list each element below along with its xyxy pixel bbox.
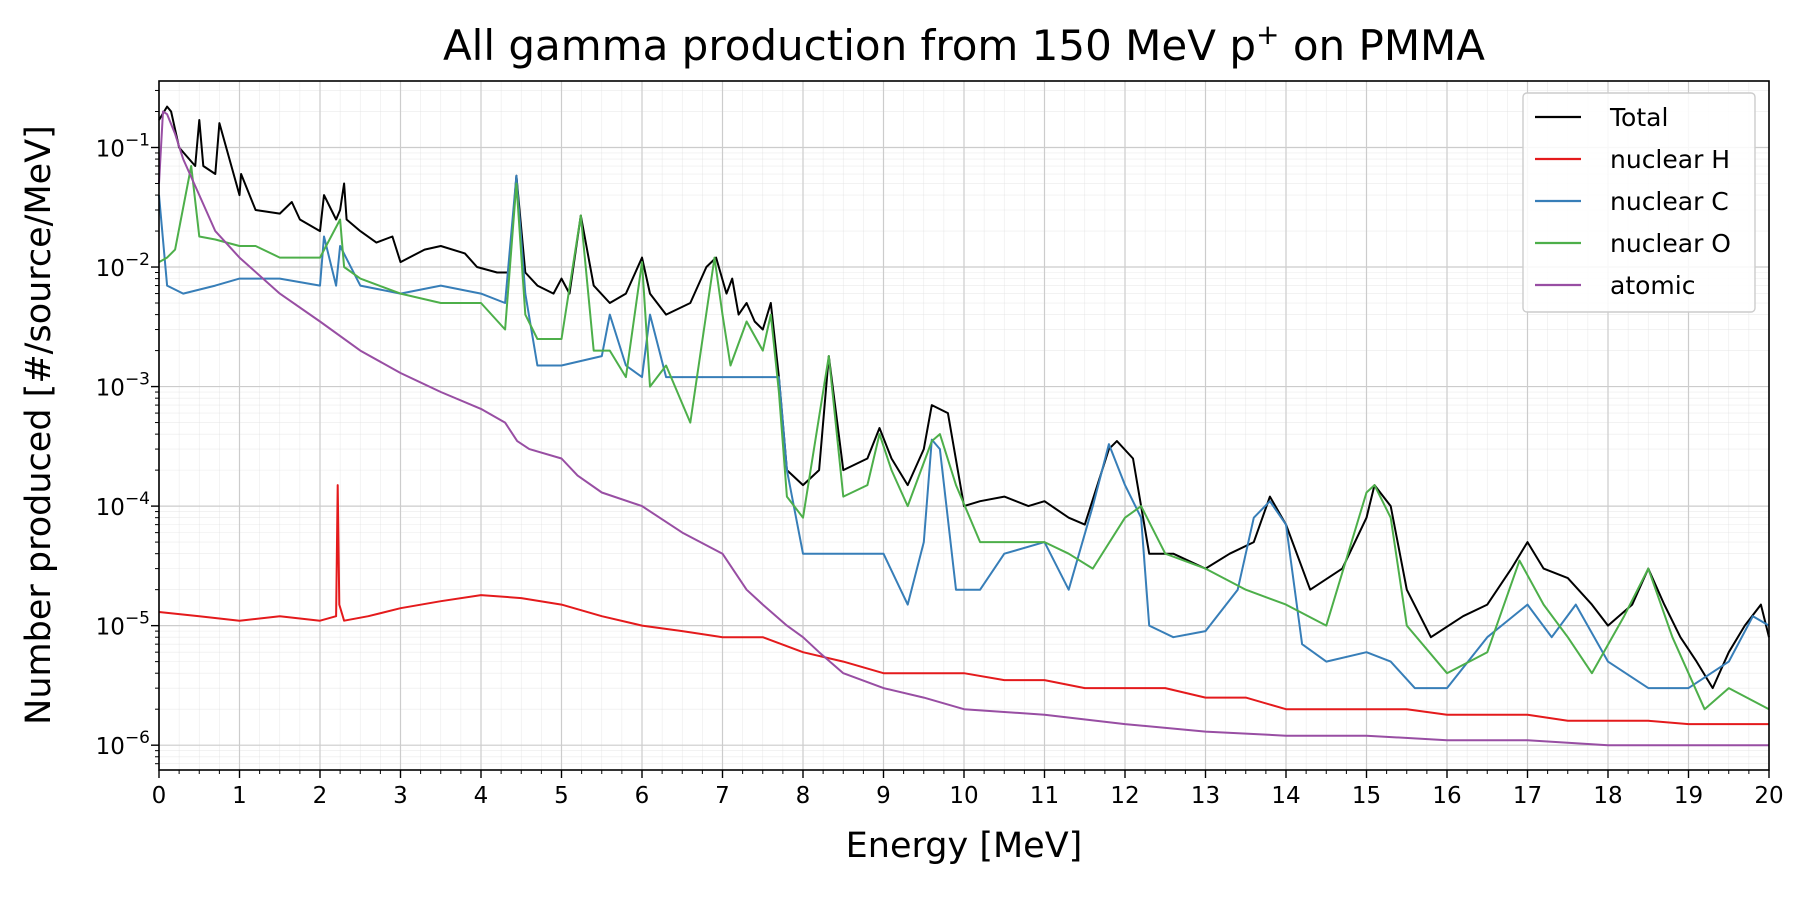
x-tick-label: 10: [949, 783, 978, 809]
y-tick-label: 10−2: [96, 250, 150, 282]
y-tick-label: 10−5: [96, 609, 150, 641]
x-axis-ticks: 0 1 2 3 4 5 6 7 8 9 10 11 12 13 14 15 16 17 18 19 20: [152, 770, 1784, 809]
series-line-atomic: [158, 110, 1769, 747]
x-tick-label: 5: [554, 783, 569, 809]
y-tick-label: 10−1: [96, 130, 150, 162]
x-tick-label: 3: [393, 783, 408, 809]
x-tick-label: 13: [1191, 783, 1220, 809]
y-tick-label: 10−6: [96, 728, 150, 760]
legend-label-atomic: atomic: [1610, 271, 1695, 300]
x-tick-label: 2: [313, 783, 328, 809]
legend: Total nuclear H nuclear C nuclear O atomic: [1522, 92, 1756, 313]
x-tick-label: 15: [1352, 783, 1381, 809]
x-tick-label: 1: [232, 783, 247, 809]
x-tick-label: 14: [1271, 783, 1300, 809]
x-tick-label: 18: [1593, 783, 1622, 809]
x-tick-label: 0: [152, 783, 167, 809]
y-axis-ticks: 10−6 10−5 10−4 10−3 10−2 10−1: [96, 89, 159, 765]
x-tick-label: 7: [715, 783, 730, 809]
legend-label-nuclear-h: nuclear H: [1610, 145, 1730, 174]
series-line-nuclear-c: [158, 174, 1770, 690]
x-axis-label: Energy [MeV]: [846, 826, 1083, 866]
x-tick-label: 19: [1674, 783, 1703, 809]
x-tick-label: 8: [796, 783, 811, 809]
legend-label-nuclear-c: nuclear C: [1610, 187, 1729, 216]
y-axis-label: Number produced [#/source/MeV]: [19, 125, 59, 725]
legend-label-total: Total: [1609, 103, 1668, 132]
series-line-nuclear-o: [158, 165, 1770, 711]
x-tick-label: 6: [635, 783, 650, 809]
y-tick-label: 10−3: [96, 370, 150, 402]
x-tick-label: 16: [1432, 783, 1461, 809]
series-layer: [158, 105, 1770, 747]
legend-label-nuclear-o: nuclear O: [1610, 229, 1731, 258]
x-tick-label: 12: [1110, 783, 1139, 809]
x-tick-label: 11: [1030, 783, 1059, 809]
grid: [158, 81, 1770, 770]
x-tick-label: 17: [1513, 783, 1542, 809]
x-tick-label: 4: [474, 783, 489, 809]
y-tick-label: 10−4: [96, 489, 150, 521]
series-line-nuclear-h: [158, 484, 1769, 726]
legend-box: [1522, 92, 1756, 313]
x-tick-label: 9: [876, 783, 891, 809]
x-tick-label: 20: [1754, 783, 1783, 809]
chart-title: All gamma production from 150 MeV p+ on …: [443, 18, 1485, 70]
